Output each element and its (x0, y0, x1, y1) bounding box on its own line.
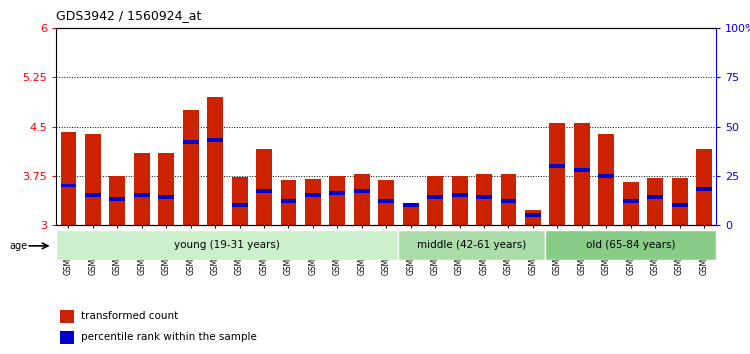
Text: percentile rank within the sample: percentile rank within the sample (81, 332, 257, 342)
Bar (672, 178, 688, 225)
Bar (574, 123, 590, 225)
Text: age: age (9, 241, 27, 251)
Bar (545, 230, 716, 260)
Text: GDS3942 / 1560924_at: GDS3942 / 1560924_at (56, 9, 202, 22)
Bar (329, 192, 345, 195)
Text: young (19-31 years): young (19-31 years) (175, 240, 280, 250)
Text: middle (42-61 years): middle (42-61 years) (417, 240, 526, 250)
Bar (354, 189, 370, 193)
Bar (398, 230, 545, 260)
Bar (280, 180, 296, 225)
Bar (622, 199, 639, 203)
Bar (500, 174, 517, 225)
Bar (403, 203, 418, 207)
Bar (525, 213, 541, 217)
Bar (574, 168, 590, 172)
Bar (403, 206, 418, 225)
Bar (183, 140, 199, 144)
Bar (696, 188, 712, 192)
Bar (256, 189, 272, 193)
Bar (134, 153, 150, 225)
Bar (550, 123, 566, 225)
Bar (59, 310, 74, 323)
Bar (110, 176, 125, 225)
Bar (305, 193, 321, 197)
Bar (622, 182, 639, 225)
Bar (158, 153, 174, 225)
Bar (452, 193, 467, 197)
Bar (207, 138, 223, 142)
Bar (696, 149, 712, 225)
Text: old (65-84 years): old (65-84 years) (586, 240, 676, 250)
Bar (452, 176, 467, 225)
Bar (61, 132, 76, 225)
Bar (598, 174, 614, 178)
Bar (110, 197, 125, 201)
Bar (378, 180, 394, 225)
Bar (207, 97, 223, 225)
Bar (647, 195, 663, 199)
Bar (61, 183, 76, 188)
Bar (56, 230, 398, 260)
Bar (85, 193, 100, 197)
Bar (280, 199, 296, 203)
Bar (427, 195, 443, 199)
Bar (672, 203, 688, 207)
Bar (476, 174, 492, 225)
Bar (598, 135, 614, 225)
Bar (427, 176, 443, 225)
Bar (550, 164, 566, 168)
Bar (329, 176, 345, 225)
Bar (232, 177, 248, 225)
Bar (232, 203, 248, 207)
Bar (378, 199, 394, 203)
Bar (525, 210, 541, 225)
Bar (647, 178, 663, 225)
Bar (354, 174, 370, 225)
Bar (476, 195, 492, 199)
Bar (134, 193, 150, 197)
Bar (59, 331, 74, 343)
Bar (158, 195, 174, 199)
Bar (183, 110, 199, 225)
Bar (305, 179, 321, 225)
Text: transformed count: transformed count (81, 312, 178, 321)
Bar (500, 199, 517, 203)
Bar (85, 135, 100, 225)
Bar (256, 149, 272, 225)
